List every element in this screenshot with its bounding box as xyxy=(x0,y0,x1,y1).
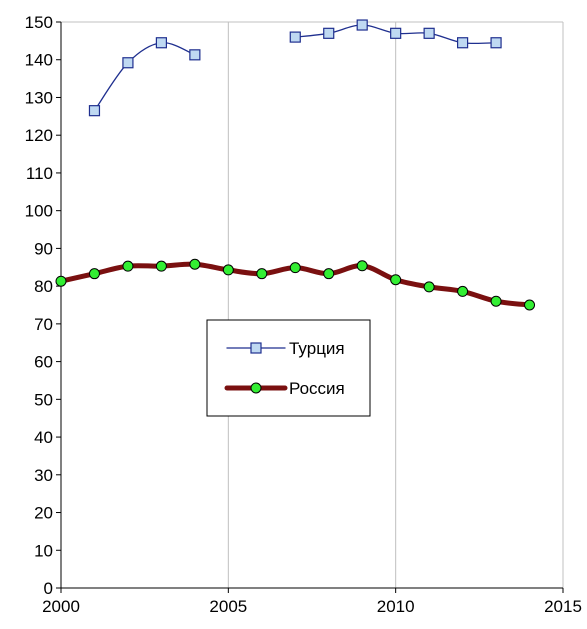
y-tick-label: 120 xyxy=(25,126,53,145)
grid xyxy=(61,21,564,588)
data-point xyxy=(356,19,368,31)
legend-item: Турция xyxy=(226,339,345,358)
x-tick-label: 2010 xyxy=(377,597,415,616)
data-point xyxy=(289,31,301,43)
data-point xyxy=(457,285,469,297)
data-point xyxy=(122,260,134,272)
legend-marker xyxy=(250,382,262,394)
legend-item: Россия xyxy=(224,379,345,398)
y-tick-label: 0 xyxy=(44,579,53,598)
y-tick-label: 130 xyxy=(25,88,53,107)
y-tick-label: 140 xyxy=(25,51,53,70)
series-russia xyxy=(55,258,536,311)
data-point xyxy=(390,274,402,286)
y-tick-label: 80 xyxy=(34,277,53,296)
data-point xyxy=(256,268,268,280)
data-point xyxy=(457,37,469,49)
data-point xyxy=(323,268,335,280)
data-point xyxy=(122,57,134,69)
series-turkey xyxy=(88,19,502,117)
series-line xyxy=(93,42,196,112)
y-tick-label: 50 xyxy=(34,390,53,409)
series xyxy=(55,19,536,311)
y-tick-label: 60 xyxy=(34,353,53,372)
data-point xyxy=(524,299,536,311)
x-tick-label: 2005 xyxy=(209,597,247,616)
data-point xyxy=(155,260,167,272)
legend-marker xyxy=(250,342,262,354)
legend-box xyxy=(206,319,371,417)
y-tick-label: 30 xyxy=(34,466,53,485)
data-point xyxy=(490,295,502,307)
data-point xyxy=(323,27,335,39)
y-tick-label: 90 xyxy=(34,239,53,258)
data-point xyxy=(189,258,201,270)
legend-label: Россия xyxy=(289,379,345,398)
x-tick-label: 2000 xyxy=(42,597,80,616)
y-tick-label: 110 xyxy=(26,164,53,183)
data-point xyxy=(490,37,502,49)
data-point xyxy=(88,268,100,280)
data-point xyxy=(189,49,201,61)
y-tick-label: 100 xyxy=(25,202,53,221)
axes: 0 10 20 30 40 50 60 70 80 90 100 110 120 130 140 150 200… xyxy=(25,13,582,616)
y-tick-label: 40 xyxy=(34,428,53,447)
x-tick-label: 2015 xyxy=(544,597,582,616)
data-point xyxy=(155,37,167,49)
data-point xyxy=(390,27,402,39)
legend: Турция Россия xyxy=(206,319,371,417)
data-point xyxy=(423,281,435,293)
data-point xyxy=(88,105,101,117)
y-tick-label: 10 xyxy=(34,541,53,560)
legend-label: Турция xyxy=(289,339,345,358)
y-tick-label: 150 xyxy=(25,13,53,32)
data-point xyxy=(423,27,435,39)
data-point xyxy=(356,260,368,272)
data-point xyxy=(55,275,67,287)
y-tick-label: 70 xyxy=(34,315,53,334)
y-tick-label: 20 xyxy=(34,504,53,523)
data-point xyxy=(289,262,301,274)
data-point xyxy=(222,264,234,276)
